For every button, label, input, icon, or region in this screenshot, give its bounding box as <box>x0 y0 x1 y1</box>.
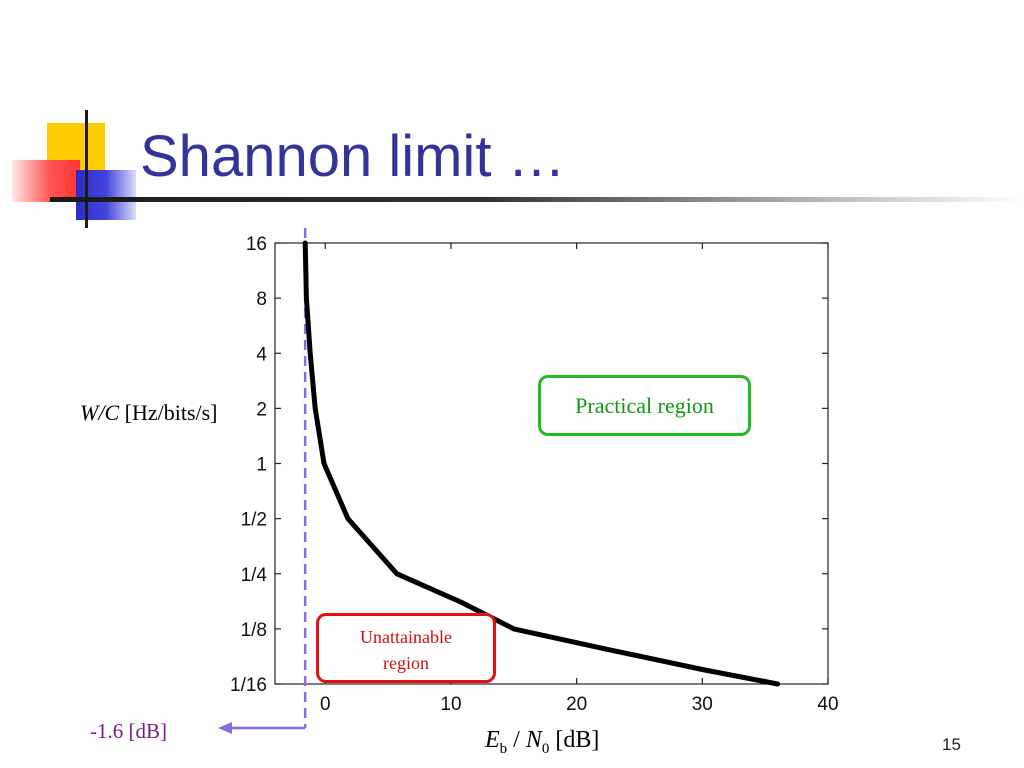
red-square-decoration <box>12 160 80 202</box>
y-axis-variable: W/C <box>80 400 120 425</box>
slide-title: Shannon limit … <box>140 124 566 189</box>
x-tick-label: 0 <box>320 694 331 715</box>
unattainable-region-box: Unattainable region <box>316 613 496 683</box>
horizontal-line-decoration <box>50 198 140 201</box>
x-axis-e: E <box>485 727 500 753</box>
y-tick-label: 1/2 <box>241 510 267 531</box>
x-axis-unit: [dB] <box>549 727 600 753</box>
y-tick-label: 2 <box>256 399 267 420</box>
y-tick-label: 16 <box>246 234 267 255</box>
vertical-line-decoration <box>85 110 88 228</box>
y-tick-label: 4 <box>256 344 267 365</box>
x-tick-label: 30 <box>692 694 713 715</box>
y-tick-label: 1/4 <box>241 565 268 586</box>
x-tick-label: 20 <box>566 694 587 715</box>
y-tick-label: 8 <box>256 289 267 310</box>
x-axis-slash: / <box>507 727 526 753</box>
x-axis-label: Eb / N0 [dB] <box>485 727 599 758</box>
page-number: 15 <box>942 735 961 754</box>
title-rule <box>50 197 1024 202</box>
x-axis-n-subscript: 0 <box>541 740 550 757</box>
curve-layer <box>302 240 781 687</box>
callout-arrow-head <box>218 722 232 734</box>
unattainable-region-label-line1: Unattainable <box>360 627 452 647</box>
y-tick-label: 1/16 <box>230 675 267 696</box>
y-tick-label: 1/8 <box>241 620 267 641</box>
arrow-layer <box>218 722 306 734</box>
x-tick-label: 40 <box>817 694 838 715</box>
x-axis-n: N <box>525 727 542 753</box>
y-axis-label: W/C [Hz/bits/s] <box>80 400 218 426</box>
capacity-curve <box>302 240 781 687</box>
practical-region-box: Practical region <box>538 375 751 436</box>
x-axis-e-subscript: b <box>499 740 508 757</box>
limit-callout-label: -1.6 [dB] <box>90 719 167 743</box>
y-axis-unit: [Hz/bits/s] <box>119 400 218 425</box>
practical-region-label: Practical region <box>575 393 714 418</box>
axes-layer: 1/16 1/8 1/4 1/2 1 2 4 8 16 0 10 20 30 40 <box>230 234 839 715</box>
unattainable-region-label-line2: region <box>383 653 429 673</box>
x-tick-label: 10 <box>440 694 461 715</box>
y-tick-label: 1 <box>256 455 267 476</box>
